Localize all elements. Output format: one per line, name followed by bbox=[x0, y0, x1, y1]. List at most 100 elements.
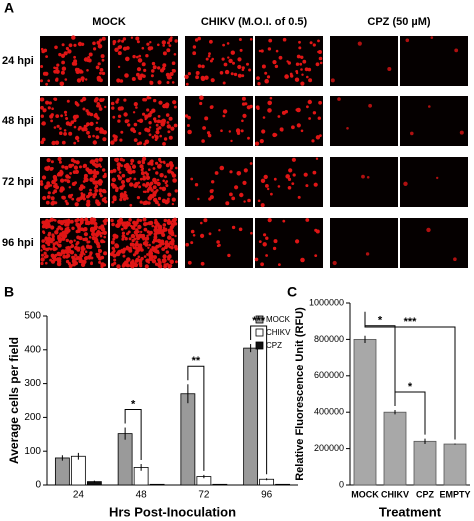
cell-dot bbox=[45, 184, 49, 188]
cell-dot bbox=[330, 78, 335, 83]
cell-dot bbox=[99, 71, 102, 75]
cell-dot bbox=[272, 246, 277, 251]
cell-dot bbox=[224, 69, 230, 75]
cell-dot bbox=[123, 194, 128, 198]
cell-dot bbox=[226, 42, 230, 45]
cell-dot bbox=[155, 161, 159, 165]
cell-dot bbox=[74, 181, 77, 185]
bar bbox=[443, 443, 467, 486]
cell-dot bbox=[153, 119, 158, 123]
cell-dot bbox=[173, 123, 178, 128]
legend-label: CHIKV bbox=[266, 328, 291, 337]
cell-dot bbox=[149, 46, 154, 50]
cell-dot bbox=[266, 75, 271, 79]
cell-dot bbox=[115, 245, 118, 249]
cell-dot bbox=[121, 173, 126, 178]
cell-dot bbox=[131, 164, 137, 169]
cell-dot bbox=[50, 160, 54, 164]
cell-dot bbox=[95, 170, 100, 175]
cell-dot bbox=[117, 222, 121, 226]
cell-dot bbox=[163, 161, 166, 165]
cell-dot bbox=[118, 171, 122, 174]
cell-dot bbox=[140, 171, 145, 176]
error-bar bbox=[219, 483, 221, 485]
cell-dot bbox=[263, 233, 267, 237]
cell-dot bbox=[104, 105, 107, 109]
cell-dot bbox=[159, 186, 163, 190]
cell-dot bbox=[262, 242, 267, 247]
cell-dot bbox=[98, 181, 103, 186]
cell-dot bbox=[114, 135, 118, 139]
cell-dot bbox=[103, 190, 107, 194]
cell-dot bbox=[269, 96, 273, 100]
micrograph bbox=[400, 157, 468, 207]
cell-dot bbox=[121, 221, 125, 225]
cell-dot bbox=[292, 173, 296, 177]
cell-dot bbox=[161, 186, 167, 192]
cell-dot bbox=[216, 240, 220, 244]
cell-dot bbox=[218, 229, 221, 232]
y-tick-label: 600000 bbox=[314, 370, 344, 380]
cell-dot bbox=[47, 191, 51, 195]
cell-dot bbox=[51, 107, 54, 110]
cell-dot bbox=[44, 71, 49, 76]
cell-dot bbox=[295, 239, 300, 244]
cell-dot bbox=[312, 170, 317, 175]
cell-dot bbox=[200, 76, 206, 82]
cell-dot bbox=[238, 38, 242, 41]
cell-dot bbox=[51, 255, 57, 260]
cell-dot bbox=[86, 199, 91, 204]
cell-dot bbox=[337, 97, 341, 101]
cell-dot bbox=[155, 189, 159, 192]
cell-dot bbox=[426, 227, 431, 233]
cell-dot bbox=[229, 170, 233, 174]
cell-dot bbox=[146, 253, 149, 256]
cell-dot bbox=[61, 195, 66, 200]
cell-dot bbox=[129, 242, 134, 247]
cell-dot bbox=[40, 65, 44, 68]
cell-dot bbox=[58, 52, 62, 57]
cell-dot bbox=[155, 130, 160, 135]
cell-dot bbox=[131, 225, 136, 230]
cell-dot bbox=[40, 105, 44, 110]
cell-dot bbox=[309, 41, 313, 45]
cell-dot bbox=[222, 43, 226, 47]
cell-dot bbox=[41, 225, 46, 229]
cell-dot bbox=[302, 59, 307, 64]
cell-dot bbox=[315, 62, 320, 67]
cell-dot bbox=[211, 180, 215, 184]
cell-dot bbox=[63, 132, 67, 136]
cell-dot bbox=[72, 114, 78, 120]
cell-dot bbox=[58, 252, 63, 257]
cell-dot bbox=[83, 176, 88, 181]
cell-dot bbox=[174, 39, 178, 43]
cell-dot bbox=[71, 255, 74, 259]
cell-dot bbox=[76, 197, 81, 202]
cell-dot bbox=[236, 131, 241, 135]
cell-dot bbox=[111, 263, 115, 267]
cell-dot bbox=[162, 223, 167, 227]
cell-dot bbox=[94, 237, 98, 240]
cell-dot bbox=[147, 221, 152, 226]
cell-dot bbox=[62, 233, 68, 238]
cell-dot bbox=[99, 234, 103, 238]
legend-swatch bbox=[255, 328, 264, 337]
cell-dot bbox=[80, 99, 84, 103]
cell-dot bbox=[141, 233, 146, 238]
cell-dot bbox=[265, 254, 268, 257]
cell-dot bbox=[315, 135, 321, 140]
cell-dot bbox=[207, 54, 211, 58]
cell-dot bbox=[157, 43, 160, 47]
cell-dot bbox=[112, 40, 117, 44]
cell-dot bbox=[86, 122, 90, 127]
cell-dot bbox=[91, 161, 96, 166]
cell-dot bbox=[95, 240, 99, 244]
cell-dot bbox=[40, 261, 44, 266]
cell-dot bbox=[89, 121, 94, 126]
significance-label: *** bbox=[404, 316, 418, 328]
cell-dot bbox=[79, 259, 84, 264]
cell-dot bbox=[124, 237, 128, 241]
cell-dot bbox=[144, 264, 149, 269]
cell-dot bbox=[220, 129, 223, 132]
cell-dot bbox=[43, 251, 47, 255]
